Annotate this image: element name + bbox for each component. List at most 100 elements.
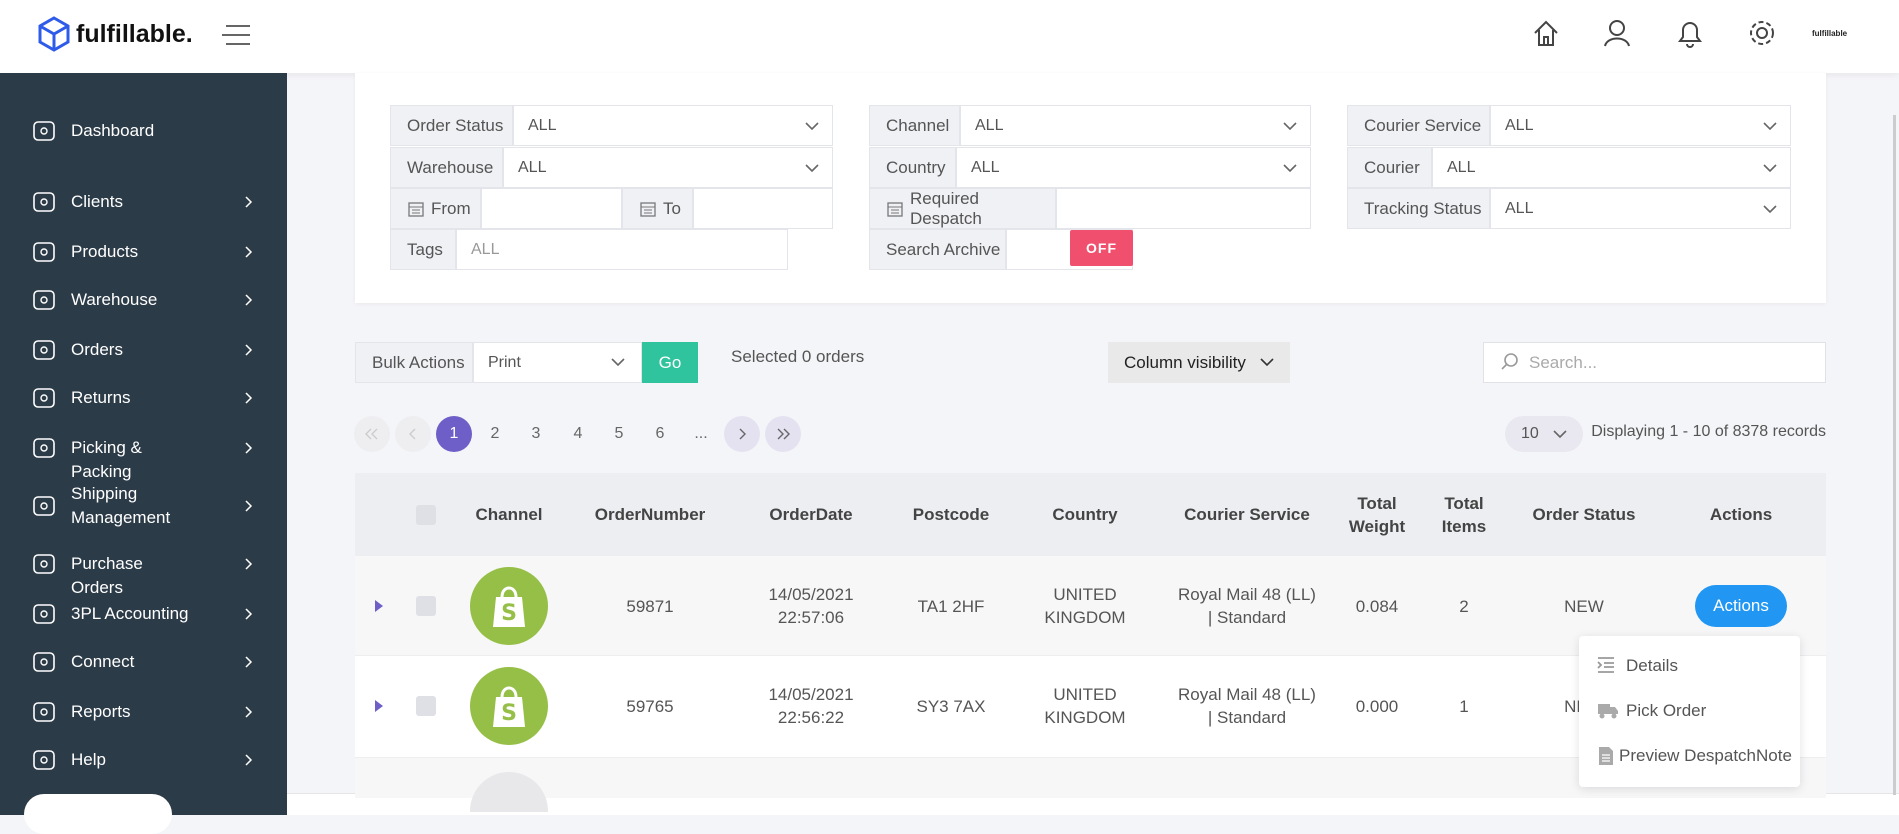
column-header[interactable]: Country [1052,505,1118,524]
dropdown-item[interactable]: Pick Order [1626,701,1707,720]
filter-value[interactable]: ALL [1490,105,1791,146]
dropdown-item[interactable]: Preview DespatchNote [1619,746,1792,765]
menu-icon [33,702,55,722]
menu-item[interactable]: Warehouse [71,290,158,309]
expand-arrow[interactable] [374,599,384,613]
filter-value[interactable]: ALL [1432,147,1791,188]
filter-value[interactable] [693,188,833,229]
filter-label: Courier [1347,147,1432,188]
page-button[interactable]: 4 [573,425,583,442]
channel-logo-placeholder [470,772,548,812]
filter-value[interactable]: ALL [960,105,1311,146]
filter-value[interactable]: ALL [1490,188,1791,229]
per-page[interactable]: 10 [1505,416,1583,452]
filter-value[interactable] [1056,188,1311,229]
menu-item[interactable]: Help [71,750,106,769]
menu-chevron [245,246,253,258]
pager-next[interactable] [724,416,760,452]
menu-chevron [245,608,253,620]
menu-item[interactable]: Orders [71,340,123,359]
actions-button[interactable]: Actions [1695,585,1787,627]
row-checkbox[interactable] [416,696,436,716]
filter-value[interactable]: ALL [513,105,833,146]
chevron-down [1283,122,1297,131]
page-button[interactable]: 5 [614,425,624,442]
menu-icon [33,652,55,672]
row-checkbox[interactable] [416,596,436,616]
filter-label: Country [869,147,956,188]
column-header[interactable]: Order Status [1532,505,1636,524]
select-all-checkbox[interactable] [416,505,436,525]
filter-label: Courier Service [1347,105,1490,146]
filter-value[interactable]: ALL [956,147,1311,188]
column-header[interactable]: OrderNumber [594,505,706,524]
column-header[interactable]: Actions [1709,505,1773,524]
dropdown-icon [1597,657,1614,673]
chevron-down [1283,164,1297,173]
page-button[interactable]: ... [694,425,708,442]
column-header[interactable]: Channel [475,505,543,524]
menu-icon [33,438,55,458]
search-input[interactable]: Search... [1483,342,1826,383]
menu-item[interactable]: Shipping Management [71,484,171,527]
menu-item[interactable]: Connect [71,652,135,671]
page-button[interactable]: 1 [436,416,472,452]
menu-toggle[interactable] [222,24,252,46]
chevron-down [1763,164,1777,173]
brand-icon [38,16,70,52]
table-cell: TA1 2HF [917,596,985,616]
column-header[interactable]: Total Items [1441,493,1487,536]
menu-item[interactable]: Returns [71,388,131,407]
bulk-label: Bulk Actions [355,342,473,383]
svg-text:S: S [501,701,517,726]
menu-item[interactable]: Reports [71,702,131,721]
calendar-icon [887,202,903,217]
sidebar [0,73,287,815]
filter-label: Tracking Status [1347,188,1490,229]
page-button[interactable]: 2 [490,425,500,442]
menu-icon [33,388,55,408]
avatar-label: fulfillable [1812,29,1848,38]
header-icons [1534,20,1774,48]
filter-toggle[interactable]: OFF [1070,230,1133,266]
top-bar [0,0,1899,73]
column-header[interactable]: Courier Service [1184,505,1310,524]
filter-value[interactable]: ALL [503,147,833,188]
filter-value[interactable] [481,188,622,229]
menu-icon [33,340,55,360]
column-header[interactable]: Total Weight [1348,493,1406,536]
expand-arrow[interactable] [374,699,384,713]
calendar-icon [408,202,424,217]
pager-prev[interactable] [395,416,431,452]
go-button[interactable]: Go [642,342,698,383]
filter-label: Channel [869,105,960,146]
help-pill[interactable] [24,794,172,834]
menu-icon [33,242,55,262]
menu-chevron [245,754,253,766]
table-cell: 14/05/2021 22:57:06 [768,585,854,627]
menu-item[interactable]: 3PL Accounting [71,604,189,623]
filter-value[interactable]: ALL [456,229,788,270]
table-header [355,473,1826,556]
page-button[interactable]: 6 [655,425,665,442]
filter-label: Tags [390,229,456,270]
page-button[interactable]: 3 [531,425,541,442]
dropdown-item[interactable]: Details [1626,656,1678,675]
menu-item[interactable]: Clients [71,192,123,211]
selected-count: Selected 0 orders [731,347,865,366]
menu-item[interactable]: Dashboard [71,121,155,140]
menu-item[interactable]: Purchase Orders [71,554,143,597]
table-cell: 14/05/2021 22:56:22 [768,685,854,727]
column-header[interactable]: Postcode [912,505,990,524]
column-visibility[interactable]: Column visibility [1108,342,1290,383]
column-header[interactable]: OrderDate [769,505,853,524]
menu-chevron [245,500,253,512]
menu-item[interactable]: Products [71,242,139,261]
menu-item[interactable]: Picking & Packing [71,438,142,481]
filter-label: From [390,188,481,229]
bulk-select[interactable]: Print [473,342,642,383]
menu-chevron [245,706,253,718]
menu-chevron [245,196,253,208]
pager-last[interactable] [765,416,801,452]
pager-first[interactable] [354,416,390,452]
